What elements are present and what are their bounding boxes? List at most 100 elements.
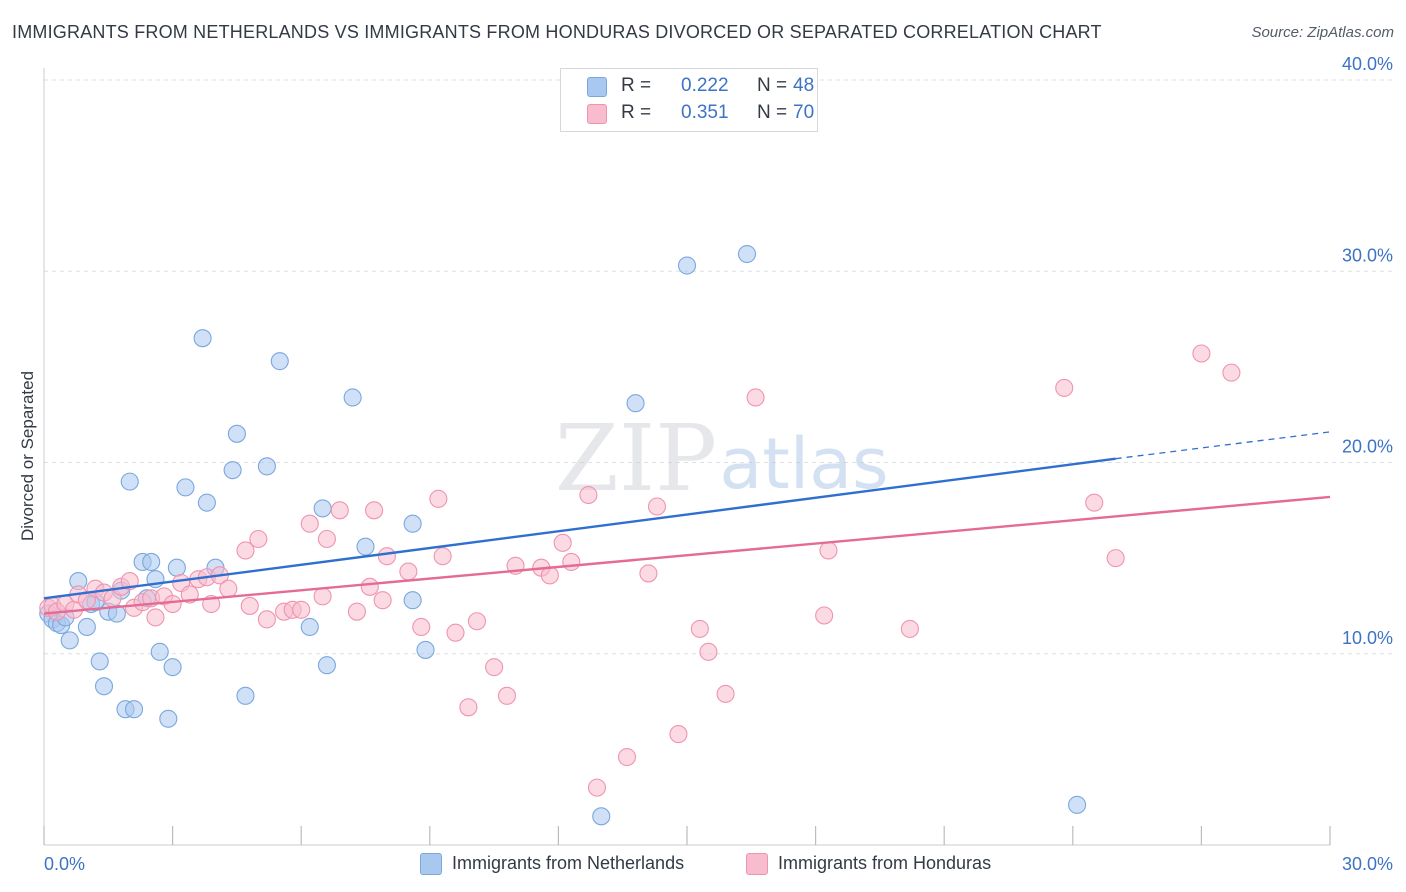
source-credit: Source: ZipAtlas.com [1251,24,1394,41]
honduras-point [433,547,452,566]
netherlands-trend-line [43,457,1116,600]
netherlands-point [193,329,212,348]
honduras-point [330,501,349,520]
honduras-point [690,619,709,638]
honduras-point [746,388,765,407]
y-tick-label: 20.0% [1342,437,1393,457]
tick-labels: 10.0% 20.0% 30.0% 40.0% 0.0% 30.0% [44,54,1393,874]
honduras-point [699,642,718,661]
netherlands-point [159,709,178,728]
r-value: 0.351 [681,102,729,123]
honduras-point [146,608,165,627]
netherlands-point [120,472,139,491]
trend-lines [43,431,1331,615]
honduras-point [1106,549,1125,568]
netherlands-point [356,537,375,556]
honduras-point [365,501,384,520]
honduras-point [163,594,182,614]
netherlands-trend-extension [1115,431,1331,460]
honduras-point [373,591,392,610]
y-tick-label: 30.0% [1342,245,1393,265]
netherlands-point [124,700,144,719]
honduras-point [1222,363,1241,382]
honduras-point [716,684,735,703]
netherlands-point [257,457,276,476]
netherlands-point [300,617,319,637]
chart-title: IMMIGRANTS FROM NETHERLANDS VS IMMIGRANT… [12,22,1102,42]
netherlands-point [90,652,109,671]
legend-swatch-honduras [746,853,768,875]
y-tick-label: 10.0% [1342,628,1393,648]
netherlands-point [737,244,757,264]
honduras-point [412,617,431,637]
netherlands-swatch [587,77,607,97]
x-tick-label: 0.0% [44,854,85,874]
honduras-point [1085,493,1104,512]
honduras-point [900,619,919,638]
r-value: 0.222 [681,75,729,96]
netherlands-point [163,658,182,677]
honduras-point [120,572,139,591]
correlation-stats-box: R = 0.222 N = 48 R = 0.351 N = 70 [560,68,818,132]
honduras-point [360,577,379,596]
netherlands-point [94,677,114,696]
grid-lines [44,79,1395,655]
netherlands-point [236,686,255,705]
netherlands-point [317,656,336,675]
honduras-point [553,533,572,552]
netherlands-point [150,642,169,661]
honduras-point [240,596,259,615]
honduras-point [236,541,255,560]
legend-label-netherlands: Immigrants from Netherlands [452,853,685,873]
netherlands-point [60,631,79,650]
n-value: 48 [793,75,815,96]
netherlands-point [227,424,246,443]
netherlands-point [416,640,435,659]
honduras-point [249,529,268,549]
honduras-point [300,514,319,533]
honduras-swatch [587,104,607,124]
netherlands-point [223,461,242,480]
honduras-point [377,547,396,566]
n-value: 70 [793,102,815,123]
netherlands-point [626,394,645,413]
honduras-point [292,600,311,619]
netherlands-point [1068,795,1087,814]
honduras-point [819,541,838,560]
r-label: R = [621,102,652,123]
honduras-point [485,658,504,677]
honduras-point [669,725,688,744]
honduras-point [639,564,658,583]
netherlands-point [343,388,362,407]
netherlands-point [77,617,96,637]
honduras-point [446,623,465,642]
honduras-point [399,562,418,581]
watermark-zip: ZIP [555,405,717,512]
honduras-point [815,606,834,625]
n-label: N = [757,75,788,96]
honduras-point [347,602,366,621]
r-label: R = [621,75,652,96]
honduras-point [647,497,667,516]
netherlands-point [403,591,422,610]
netherlands-point [176,478,195,497]
data-points [39,244,1241,826]
honduras-point [587,778,607,797]
legend-label-honduras: Immigrants from Honduras [778,853,992,873]
honduras-point [257,610,276,629]
honduras-point [313,587,332,606]
netherlands-point [167,558,186,577]
honduras-point [1192,344,1211,363]
honduras-point [617,747,637,767]
legend-swatch-netherlands [420,853,442,875]
honduras-point [562,552,581,572]
netherlands-point [197,493,216,512]
y-tick-label: 40.0% [1342,54,1393,74]
honduras-trend-line [43,495,1331,615]
honduras-point [459,698,478,717]
netherlands-point [403,514,422,533]
honduras-point [1055,378,1074,397]
honduras-point [579,485,598,505]
honduras-point [180,585,199,604]
